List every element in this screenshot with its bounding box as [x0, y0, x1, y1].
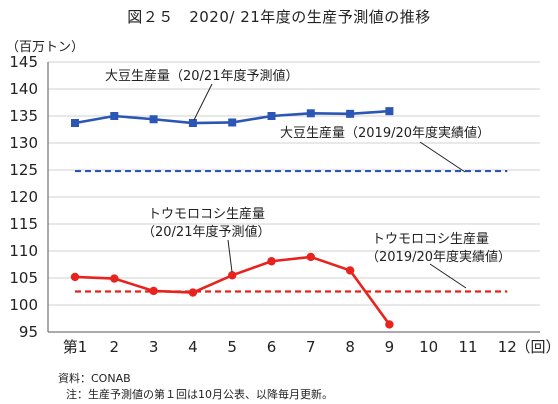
annotation-pointer: [429, 263, 467, 289]
y-axis-unit-label: （百万トン）: [6, 40, 85, 55]
x-tick-label: 5: [227, 338, 237, 356]
annotation-label: 大豆生産量（2019/20年度実績値）: [280, 125, 490, 141]
y-tick-label: 145: [9, 53, 38, 71]
data-point-soy: [110, 112, 119, 120]
annotation-label: （2019/20年度実績値）: [366, 249, 511, 265]
source-note: 資料：CONAB: [58, 372, 131, 385]
x-tick-label: 4: [188, 338, 198, 356]
x-tick-label: 10: [419, 338, 438, 356]
series-line-2: [74, 255, 391, 326]
data-point-corn: [345, 266, 355, 275]
data-point-corn: [306, 252, 315, 262]
annotation-pointer: [193, 83, 213, 121]
x-tick-label: 第1: [63, 338, 88, 356]
x-tick-label: 8: [345, 338, 355, 356]
annotation-label: （20/21年度予測値）: [142, 224, 270, 240]
x-tick-label: 11: [458, 338, 477, 356]
data-point-soy: [71, 119, 79, 128]
data-point-corn: [385, 320, 394, 329]
y-tick-label: 95: [19, 323, 38, 341]
data-point-soy: [306, 109, 315, 118]
y-tick-label: 140: [9, 80, 38, 98]
y-tick-label: 100: [9, 296, 38, 314]
x-tick-label: 3: [149, 338, 159, 356]
y-tick-label: 130: [9, 134, 38, 152]
x-axis-unit-label: （回）: [515, 338, 558, 356]
data-point-corn: [267, 257, 276, 266]
data-point-soy: [188, 119, 197, 128]
x-tick-label: 9: [385, 338, 395, 356]
y-tick-label: 110: [9, 242, 38, 260]
data-point-corn: [110, 274, 119, 283]
y-tick-label: 135: [9, 107, 38, 125]
data-point-corn: [228, 271, 237, 280]
x-tick-label: 6: [267, 338, 277, 356]
data-point-corn: [149, 286, 158, 296]
data-point-soy: [149, 115, 158, 124]
data-point-soy: [346, 109, 355, 118]
annotation-label: トウモロコシ生産量: [372, 231, 489, 247]
annotation-pointer: [419, 141, 466, 173]
data-point-corn: [70, 272, 80, 282]
data-point-soy: [228, 118, 237, 127]
y-tick-label: 120: [9, 188, 38, 206]
x-tick-label: 12: [498, 338, 517, 356]
annotation-pointer: [227, 239, 233, 273]
y-tick-label: 125: [9, 161, 38, 179]
chart-title: 図２５ 2020/ 21年度の生産予測値の推移: [127, 8, 431, 26]
x-tick-label: 7: [306, 338, 316, 356]
annotation-label: トウモロコシ生産量: [148, 206, 265, 222]
y-tick-label: 115: [9, 215, 38, 233]
x-tick-label: 2: [110, 338, 120, 356]
data-point-soy: [267, 112, 276, 120]
annotation-label: 大豆生産量（20/21年度予測値）: [105, 68, 298, 84]
data-point-soy: [385, 107, 394, 116]
y-tick-label: 105: [9, 269, 38, 287]
footnote: 注：生産予測値の第１回は10月公表、以降毎月更新。: [66, 388, 333, 401]
